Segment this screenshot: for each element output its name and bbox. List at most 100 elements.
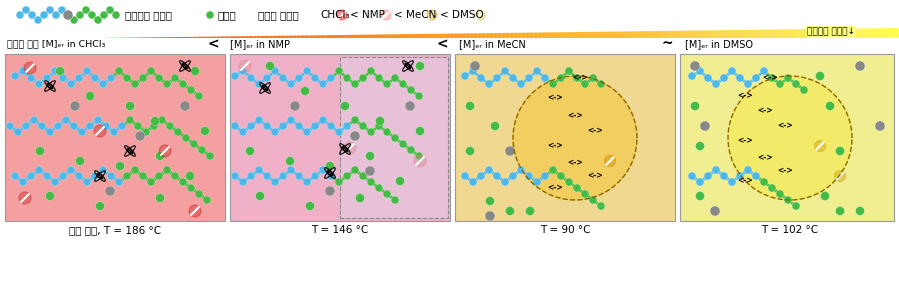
Polygon shape [228, 36, 233, 38]
Polygon shape [782, 29, 787, 38]
Polygon shape [305, 35, 308, 38]
Polygon shape [204, 37, 209, 38]
Circle shape [76, 11, 84, 19]
Polygon shape [445, 34, 450, 38]
Circle shape [155, 172, 163, 180]
Circle shape [295, 122, 303, 130]
Circle shape [407, 86, 415, 94]
Circle shape [325, 162, 334, 170]
Circle shape [51, 178, 59, 186]
Polygon shape [549, 32, 554, 38]
Polygon shape [546, 32, 549, 38]
Text: <: < [207, 37, 218, 51]
Circle shape [107, 172, 115, 180]
Polygon shape [489, 33, 494, 38]
Circle shape [399, 80, 407, 88]
Polygon shape [405, 34, 409, 38]
Polygon shape [469, 33, 474, 38]
Polygon shape [887, 28, 891, 38]
Polygon shape [289, 35, 293, 38]
Circle shape [700, 121, 710, 131]
Text: <->: <-> [547, 141, 563, 151]
Polygon shape [634, 31, 638, 38]
Polygon shape [666, 31, 670, 38]
Circle shape [415, 92, 423, 100]
Circle shape [85, 91, 94, 100]
Text: T⁣ = 146 °C: T⁣ = 146 °C [311, 225, 369, 235]
Circle shape [76, 156, 85, 166]
Text: < DMSO: < DMSO [440, 10, 484, 20]
Circle shape [239, 60, 251, 72]
Polygon shape [562, 32, 565, 38]
Circle shape [83, 67, 91, 75]
Circle shape [776, 190, 784, 198]
Text: < MeCN: < MeCN [394, 10, 436, 20]
Circle shape [541, 74, 549, 82]
Polygon shape [859, 28, 863, 38]
Circle shape [255, 116, 263, 124]
Circle shape [91, 172, 99, 180]
Polygon shape [891, 28, 895, 38]
Circle shape [115, 67, 123, 75]
Circle shape [414, 155, 426, 167]
Circle shape [509, 172, 517, 180]
Circle shape [466, 102, 475, 110]
Circle shape [752, 74, 760, 82]
Polygon shape [377, 35, 381, 38]
Circle shape [343, 74, 351, 82]
Circle shape [135, 131, 145, 141]
Polygon shape [730, 30, 734, 38]
Circle shape [30, 116, 38, 124]
Polygon shape [505, 33, 510, 38]
Circle shape [64, 11, 72, 19]
Polygon shape [361, 35, 365, 38]
Circle shape [752, 172, 760, 180]
Polygon shape [630, 31, 634, 38]
Polygon shape [678, 31, 682, 38]
Circle shape [56, 66, 65, 76]
Polygon shape [699, 31, 702, 38]
Circle shape [279, 74, 287, 82]
Text: <->: <-> [587, 171, 603, 181]
Circle shape [231, 172, 239, 180]
Circle shape [376, 117, 385, 125]
Polygon shape [606, 32, 610, 38]
Polygon shape [313, 35, 316, 38]
Polygon shape [759, 30, 762, 38]
Circle shape [688, 72, 696, 80]
Circle shape [427, 10, 437, 20]
Circle shape [189, 205, 201, 217]
Circle shape [75, 172, 83, 180]
Circle shape [399, 140, 407, 148]
Circle shape [337, 10, 347, 20]
Circle shape [325, 186, 335, 196]
Circle shape [589, 74, 597, 82]
Circle shape [195, 92, 203, 100]
Circle shape [198, 146, 206, 154]
Text: T⁣ = 90 °C: T⁣ = 90 °C [539, 225, 591, 235]
Polygon shape [220, 36, 225, 38]
Polygon shape [389, 34, 393, 38]
Polygon shape [248, 36, 253, 38]
Polygon shape [148, 37, 152, 38]
Circle shape [383, 80, 391, 88]
Circle shape [171, 172, 179, 180]
Polygon shape [333, 35, 337, 38]
Polygon shape [184, 37, 188, 38]
Circle shape [834, 170, 845, 181]
Circle shape [239, 128, 247, 136]
Circle shape [311, 122, 319, 130]
Polygon shape [192, 37, 196, 38]
Circle shape [509, 74, 517, 82]
Circle shape [239, 178, 247, 186]
Circle shape [710, 206, 720, 216]
Circle shape [383, 128, 391, 136]
Circle shape [94, 125, 106, 137]
Circle shape [86, 122, 94, 130]
Circle shape [505, 146, 515, 156]
Circle shape [875, 121, 885, 131]
Circle shape [573, 184, 581, 192]
Polygon shape [867, 28, 871, 38]
Circle shape [768, 74, 776, 82]
Circle shape [190, 140, 198, 148]
